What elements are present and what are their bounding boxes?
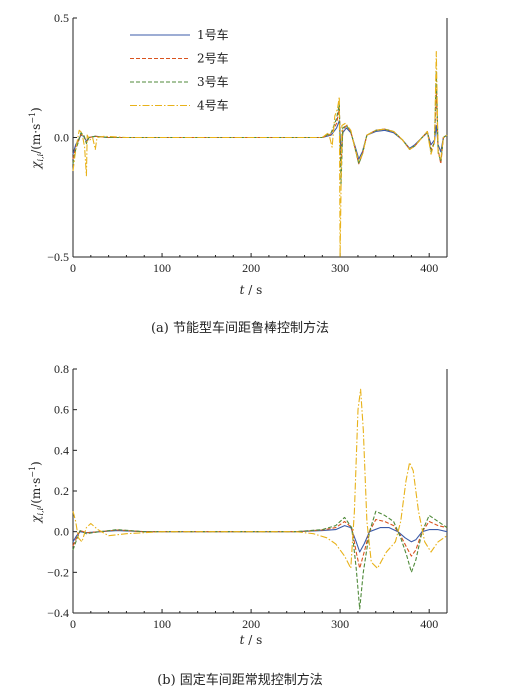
x-axis-label-a: t / s bbox=[240, 283, 263, 297]
x-tick-label: 200 bbox=[242, 261, 260, 275]
x-tick-label: 0 bbox=[70, 261, 76, 275]
y-tick-label: 0.0 bbox=[54, 525, 69, 539]
x-tick-label: 100 bbox=[153, 261, 171, 275]
series-line-2 bbox=[72, 518, 448, 569]
y-tick-label: −0.2 bbox=[47, 565, 69, 579]
y-tick-label: 0.2 bbox=[54, 484, 69, 498]
legend-label-2: 2号车 bbox=[197, 51, 229, 66]
x-tick-label: 100 bbox=[153, 617, 171, 631]
panel-b: χi,i/(m·s−1) t / s (b) 固定车间距常规控制方法 0 100 2… bbox=[28, 362, 448, 688]
legend-label-4: 4号车 bbox=[197, 98, 229, 113]
y-tick-label: 0.8 bbox=[54, 362, 69, 376]
y-tick-label: 0.4 bbox=[54, 443, 69, 457]
series-line-3 bbox=[72, 70, 448, 186]
series-line-4 bbox=[72, 50, 448, 258]
x-tick-label: 400 bbox=[420, 261, 438, 275]
series-line-1 bbox=[72, 120, 448, 160]
series-line-4 bbox=[72, 388, 448, 569]
caption-a: (a) 节能型车间距鲁棒控制方法 bbox=[151, 320, 329, 336]
series-line-3 bbox=[72, 510, 448, 610]
y-axis-label-a: χi,i/(m·s−1) bbox=[28, 107, 45, 170]
series-line-1 bbox=[72, 525, 448, 553]
y-tick-label: −0.5 bbox=[47, 250, 69, 264]
y-tick-label: −0.4 bbox=[47, 606, 69, 620]
legend-label-3: 3号车 bbox=[197, 74, 229, 89]
x-tick-label: 0 bbox=[70, 617, 76, 631]
panel-a: χi,i/(m·s−1) t / s (a) 节能型车间距鲁棒控制方法 0 100… bbox=[28, 11, 448, 336]
y-axis-label-b: χi,i/(m·s−1) bbox=[28, 461, 45, 524]
series-line-2 bbox=[72, 89, 448, 167]
x-tick-label: 300 bbox=[331, 617, 349, 631]
legend-label-1: 1号车 bbox=[197, 27, 229, 42]
caption-b: (b) 固定车间距常规控制方法 bbox=[157, 672, 323, 688]
y-tick-label: 0.6 bbox=[54, 403, 69, 417]
x-tick-label: 200 bbox=[242, 617, 260, 631]
x-tick-label: 300 bbox=[331, 261, 349, 275]
x-axis-label-b: t / s bbox=[240, 633, 263, 647]
x-tick-label: 400 bbox=[420, 617, 438, 631]
y-tick-label: 0.5 bbox=[54, 11, 69, 25]
y-tick-label: 0.0 bbox=[54, 131, 69, 145]
